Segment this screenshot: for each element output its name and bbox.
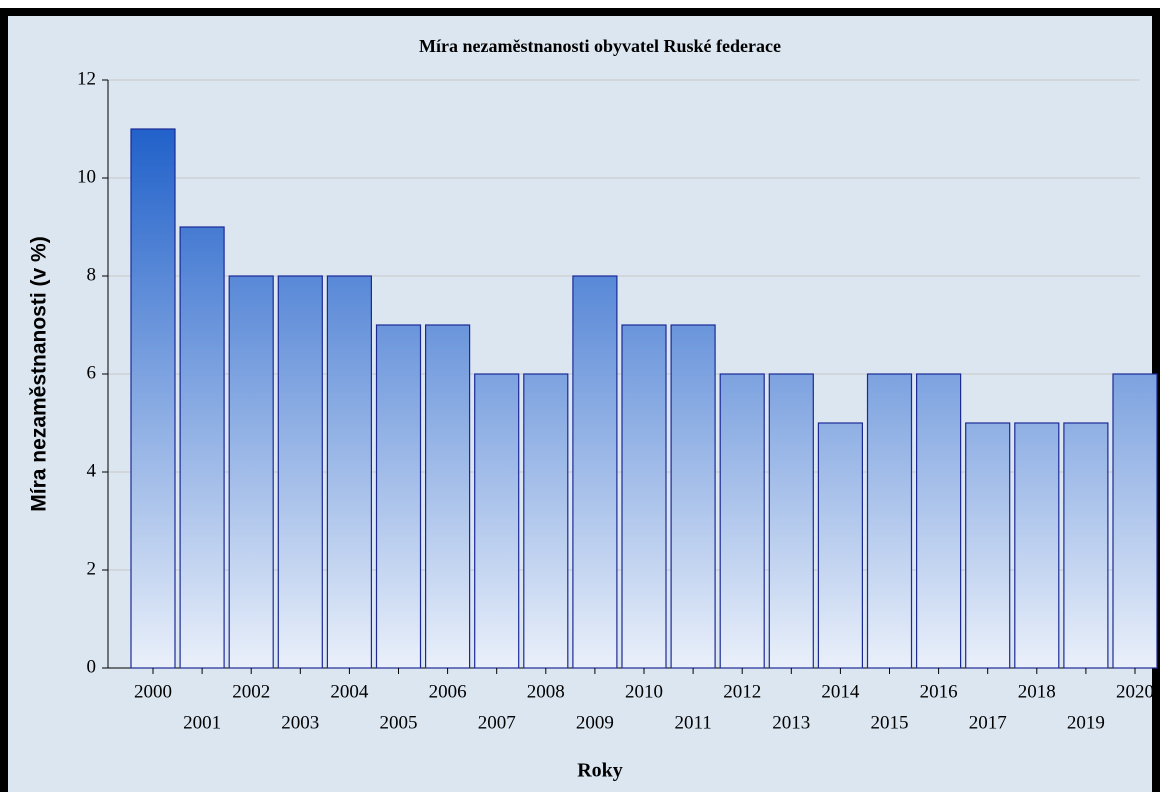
x-tick-label: 2020	[1116, 681, 1154, 702]
x-tick-label: 2001	[183, 712, 221, 733]
bar	[130, 128, 176, 669]
bar	[817, 422, 864, 669]
bar	[523, 373, 569, 669]
bar	[719, 373, 765, 669]
bar	[277, 275, 323, 669]
bar	[228, 275, 274, 669]
bar	[866, 373, 913, 669]
x-tick-label: 2019	[1067, 712, 1105, 733]
y-tick-label: 6	[87, 362, 97, 383]
x-tick-label: 2010	[625, 681, 663, 702]
bar	[915, 373, 962, 669]
bar	[375, 324, 422, 669]
bar	[621, 324, 667, 669]
bar	[179, 226, 225, 669]
bar	[425, 324, 471, 669]
bar	[965, 422, 1011, 669]
y-tick-label: 12	[77, 68, 96, 89]
bar	[768, 373, 814, 669]
x-tick-label: 2011	[674, 712, 711, 733]
bar	[1063, 422, 1109, 669]
y-axis-label: Míra nezaměstnanosti (v %)	[28, 236, 51, 511]
x-tick-label: 2018	[1018, 681, 1056, 702]
x-tick-label: 2014	[821, 681, 860, 702]
bar	[572, 275, 618, 669]
x-tick-label: 2002	[232, 681, 270, 702]
x-tick-label: 2003	[281, 712, 319, 733]
bar	[1112, 373, 1158, 669]
y-tick-label: 4	[87, 460, 97, 481]
x-tick-label: 2005	[380, 712, 418, 733]
bar	[326, 275, 372, 669]
bar	[670, 324, 716, 669]
x-tick-label: 2017	[969, 712, 1007, 733]
y-tick-label: 0	[87, 656, 97, 677]
y-tick-label: 2	[87, 558, 97, 579]
y-tick-label: 8	[87, 264, 97, 285]
x-tick-label: 2015	[871, 712, 909, 733]
x-tick-label: 2009	[576, 712, 614, 733]
x-axis-label: Roky	[577, 760, 623, 782]
bar	[474, 373, 520, 669]
x-tick-label: 2016	[920, 681, 958, 702]
x-tick-label: 2012	[723, 681, 761, 702]
x-tick-label: 2008	[527, 681, 565, 702]
chart-title: Míra nezaměstnanosti obyvatel Ruské fede…	[419, 36, 781, 56]
x-tick-label: 2006	[429, 681, 467, 702]
x-tick-label: 2007	[478, 712, 516, 733]
x-tick-label: 2013	[772, 712, 810, 733]
y-tick-label: 10	[77, 166, 96, 187]
x-tick-label: 2000	[134, 681, 172, 702]
x-tick-label: 2004	[330, 681, 369, 702]
bar	[1014, 422, 1060, 669]
